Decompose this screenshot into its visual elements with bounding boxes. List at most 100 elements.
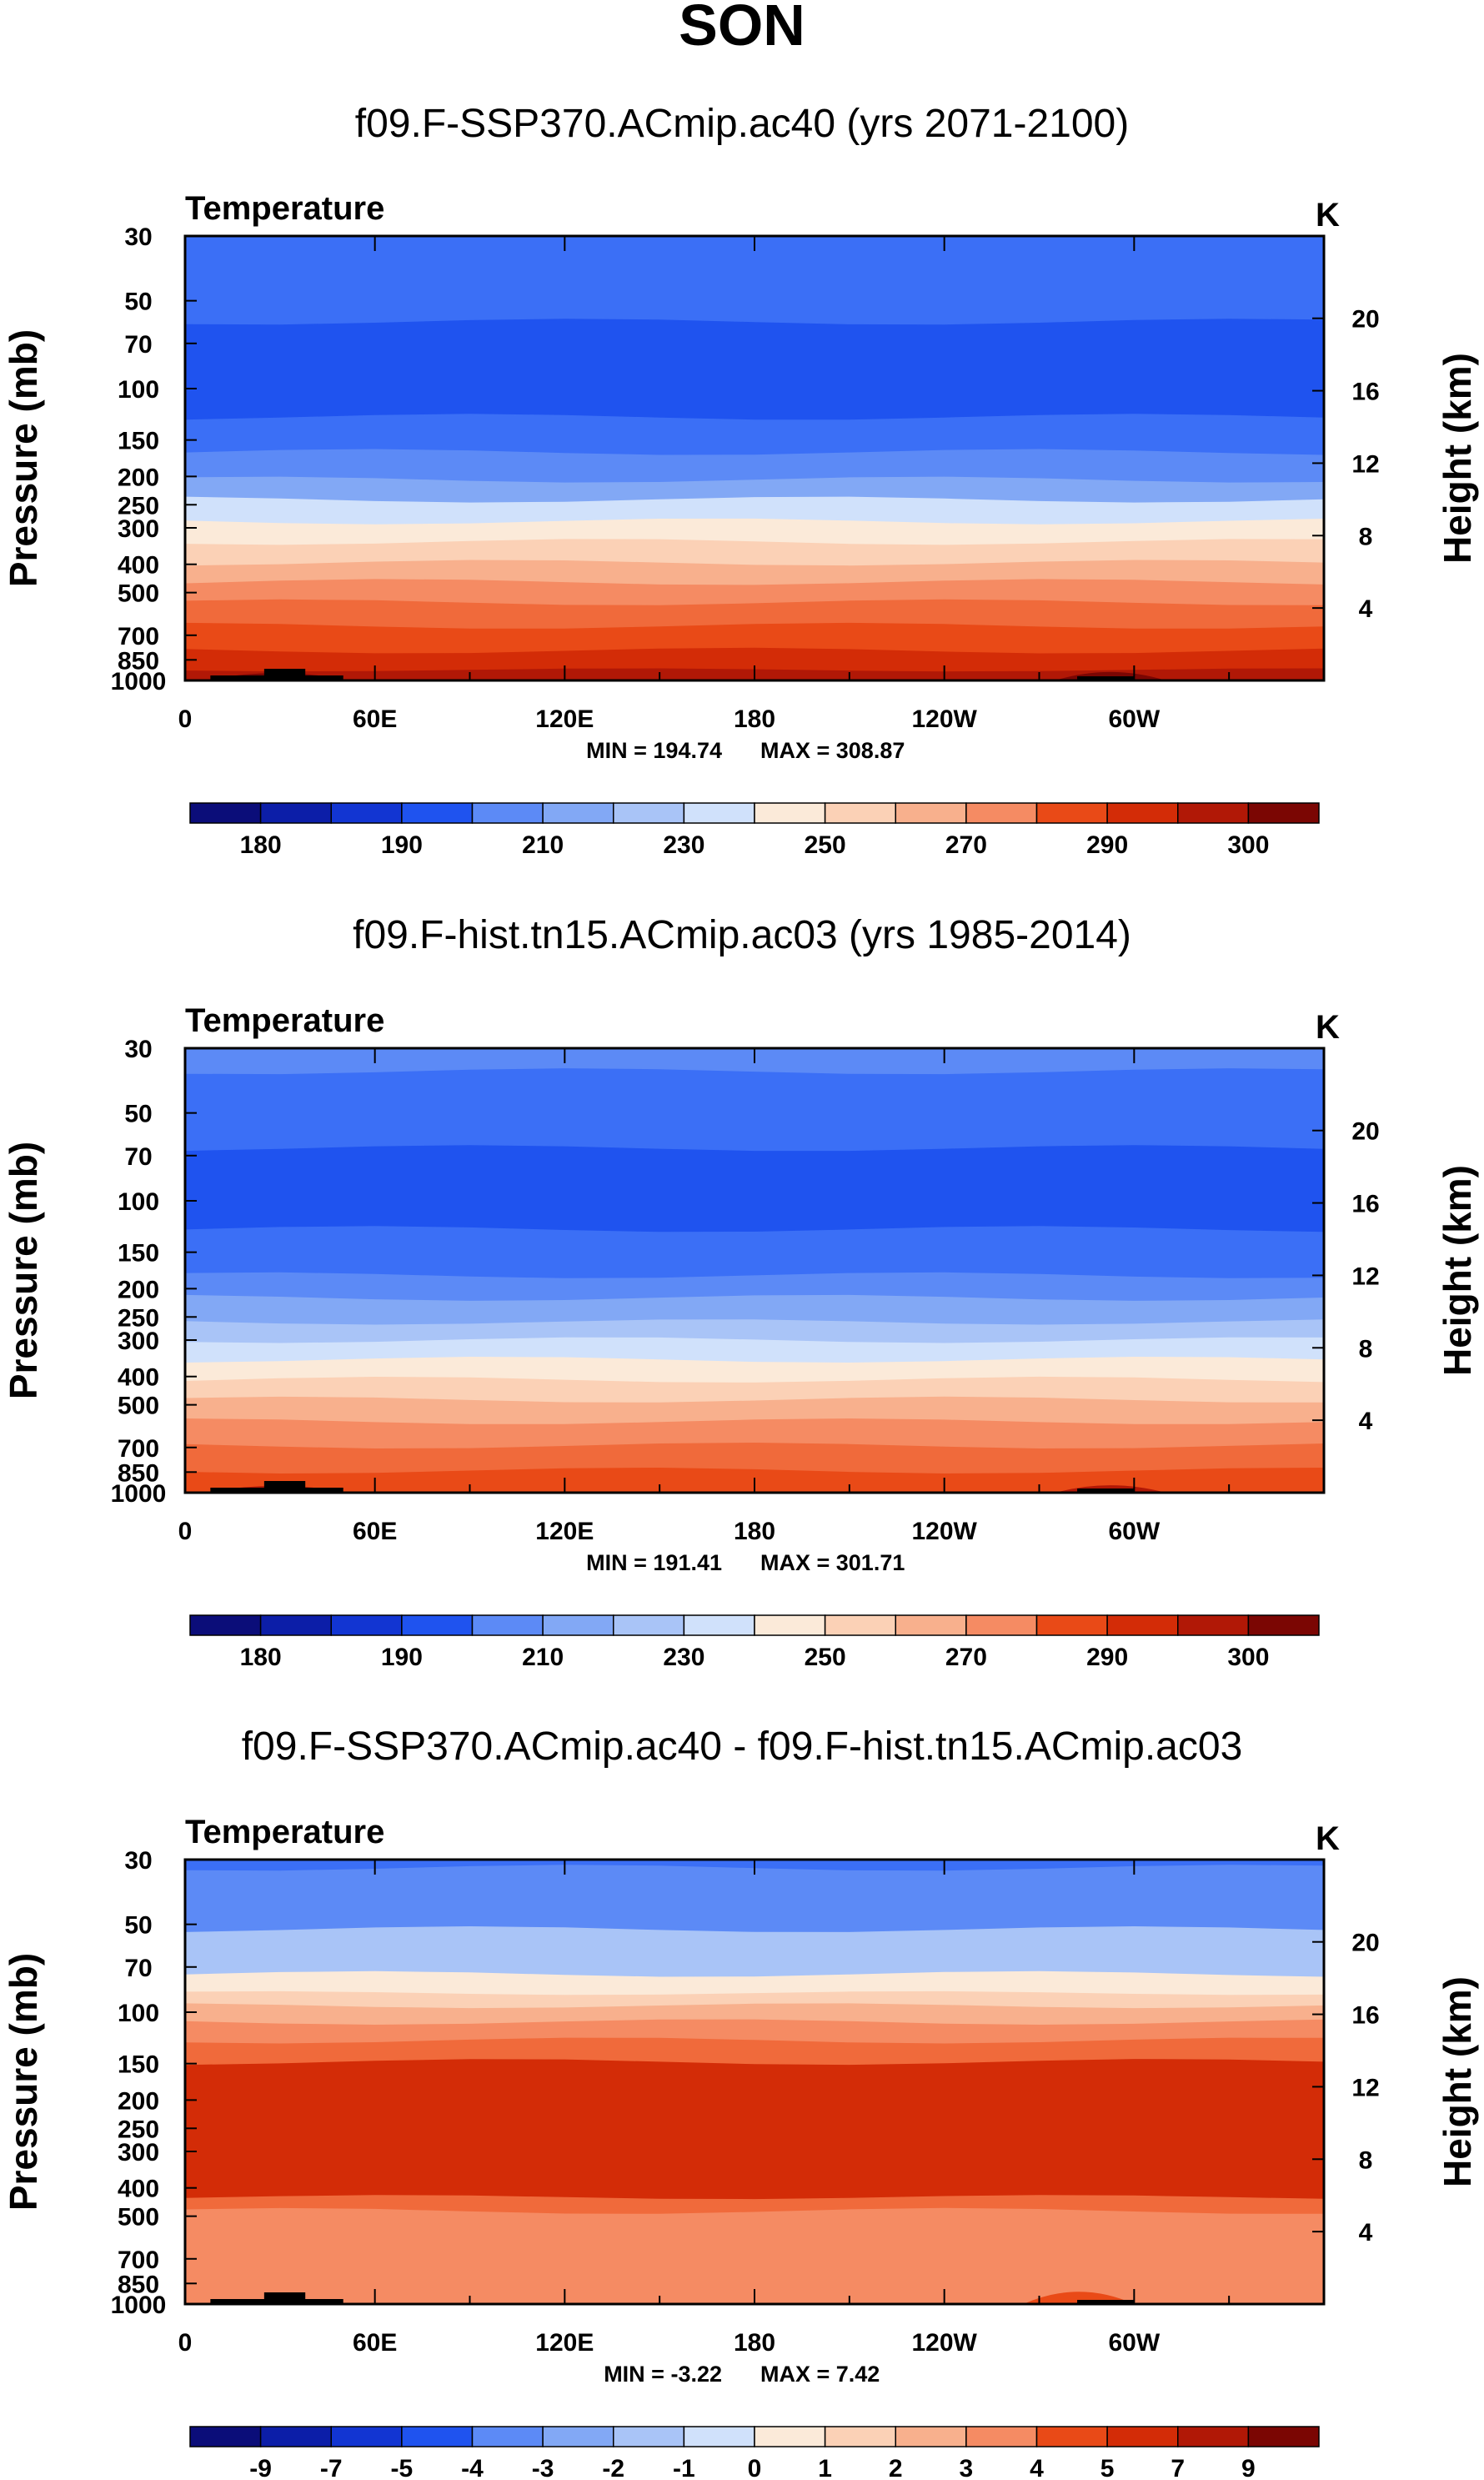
colorbar-box: [542, 1614, 614, 1636]
lon-tick-label: 120W: [911, 1518, 977, 1545]
pressure-tick-label: 70: [124, 331, 152, 359]
orography-mask: [263, 2292, 306, 2304]
colorbar-box: [1247, 2426, 1320, 2447]
height-tick-label: 8: [1359, 2146, 1373, 2174]
colorbar: 180 190 210 230 250 270 290 300: [189, 1614, 1320, 1671]
colorbar-box: [330, 2426, 403, 2447]
colorbar-label: 210: [522, 1644, 564, 1671]
colorbar-label: 230: [663, 831, 704, 859]
height-tick-label: 12: [1351, 1263, 1379, 1290]
pressure-tick-label: 50: [124, 1101, 152, 1128]
panel-2: f09.F-hist.tn15.ACmip.ac03 (yrs 1985-201…: [2, 913, 1479, 1671]
colorbar-box: [895, 2426, 967, 2447]
pressure-tick-label: 250: [118, 492, 159, 520]
colorbar-box: [330, 1614, 403, 1636]
colorbar-label: 300: [1227, 831, 1269, 859]
colorbar-label: 190: [381, 1644, 423, 1671]
colorbar-label: 190: [381, 831, 423, 859]
lon-tick-label: 60W: [1108, 2329, 1160, 2357]
lon-tick-label: 60E: [353, 2329, 397, 2357]
colorbar-label: 4: [1030, 2455, 1044, 2480]
lon-tick-label: 180: [734, 705, 775, 733]
pressure-tick-label: 30: [124, 1847, 152, 1875]
panel-title: f09.F-SSP370.ACmip.ac40 - f09.F-hist.tn1…: [242, 1724, 1243, 1769]
pressure-tick-label: 1000: [111, 2292, 167, 2319]
pressure-tick-label: 50: [124, 1912, 152, 1940]
colorbar-label: 5: [1100, 2455, 1115, 2480]
colorbar-box: [683, 2426, 755, 2447]
colorbar-box: [683, 1614, 755, 1636]
colorbar-box: [401, 2426, 474, 2447]
season-title: SON: [679, 0, 805, 58]
colorbar-box: [754, 1614, 826, 1636]
ylabel: Pressure (mb): [2, 1953, 45, 2211]
pressure-tick-label: 200: [118, 464, 159, 491]
colorbar-box: [330, 802, 403, 824]
pressure-tick-label: 500: [118, 1393, 159, 1420]
units-label: K: [1316, 1009, 1340, 1046]
panel-title: f09.F-hist.tn15.ACmip.ac03 (yrs 1985-201…: [353, 913, 1131, 957]
contour-band: [185, 622, 1324, 661]
colorbar-box: [1247, 802, 1320, 824]
colorbar-box: [754, 2426, 826, 2447]
plot-area: [185, 1860, 1324, 2304]
lon-tick-label: 180: [734, 1518, 775, 1545]
min-label: MIN = 191.41: [586, 1550, 722, 1575]
units-label: K: [1316, 197, 1340, 233]
pressure-tick-label: 200: [118, 2087, 159, 2115]
pressure-tick-label: 1000: [111, 668, 167, 695]
height-tick-label: 8: [1359, 1335, 1373, 1363]
colorbar-label: 250: [805, 1644, 846, 1671]
colorbar-box: [189, 2426, 262, 2447]
contour-band: [185, 1418, 1324, 1456]
lon-tick-label: 60W: [1108, 705, 1160, 733]
colorbar-box: [1106, 2426, 1179, 2447]
pressure-tick-label: 250: [118, 1304, 159, 1332]
ylabel-right: Height (km): [1436, 1165, 1479, 1376]
max-label: MAX = 308.87: [760, 738, 905, 763]
colorbar-box: [824, 1614, 896, 1636]
min-label: MIN = 194.74: [586, 738, 722, 763]
colorbar-box: [401, 802, 474, 824]
colorbar-label: -9: [249, 2455, 272, 2480]
colorbar-box: [683, 802, 755, 824]
colorbar-label: -2: [602, 2455, 624, 2480]
colorbar-box: [471, 2426, 544, 2447]
min-label: MIN = -3.22: [604, 2362, 722, 2387]
lon-tick-label: 60E: [353, 1518, 397, 1545]
ylabel: Pressure (mb): [2, 1142, 45, 1399]
plot-area: [185, 1048, 1324, 1493]
lon-tick-label: 120E: [535, 2329, 594, 2357]
panel-title: f09.F-SSP370.ACmip.ac40 (yrs 2071-2100): [355, 102, 1129, 146]
pressure-tick-label: 250: [118, 2116, 159, 2143]
height-tick-label: 20: [1351, 306, 1379, 334]
height-tick-label: 20: [1351, 1930, 1379, 1957]
colorbar-box: [895, 1614, 967, 1636]
pressure-tick-label: 400: [118, 552, 159, 580]
lon-tick-label: 60E: [353, 705, 397, 733]
colorbar-box: [1177, 2426, 1250, 2447]
pressure-tick-label: 200: [118, 1276, 159, 1303]
contour-band: [185, 496, 1324, 532]
variable-label: Temperature: [185, 1002, 384, 1039]
plot-area: [185, 236, 1324, 680]
height-tick-label: 4: [1359, 1408, 1373, 1435]
lon-tick-label: 0: [178, 1518, 193, 1545]
height-tick-label: 16: [1351, 379, 1379, 406]
colorbar-box: [1035, 1614, 1108, 1636]
colorbar-box: [259, 2426, 332, 2447]
orography-mask: [1077, 1489, 1135, 1493]
colorbar-label: 180: [240, 1644, 282, 1671]
colorbar-box: [824, 802, 896, 824]
colorbar-label: -5: [391, 2455, 414, 2480]
colorbar-label: 180: [240, 831, 282, 859]
colorbar-box: [542, 2426, 614, 2447]
colorbar-label: 3: [960, 2455, 974, 2480]
colorbar-box: [1106, 1614, 1179, 1636]
orography-mask: [263, 669, 306, 680]
pressure-tick-label: 500: [118, 2204, 159, 2231]
max-label: MAX = 7.42: [760, 2362, 880, 2387]
colorbar-box: [259, 802, 332, 824]
panel-1: f09.F-SSP370.ACmip.ac40 (yrs 2071-2100) T…: [2, 102, 1479, 859]
